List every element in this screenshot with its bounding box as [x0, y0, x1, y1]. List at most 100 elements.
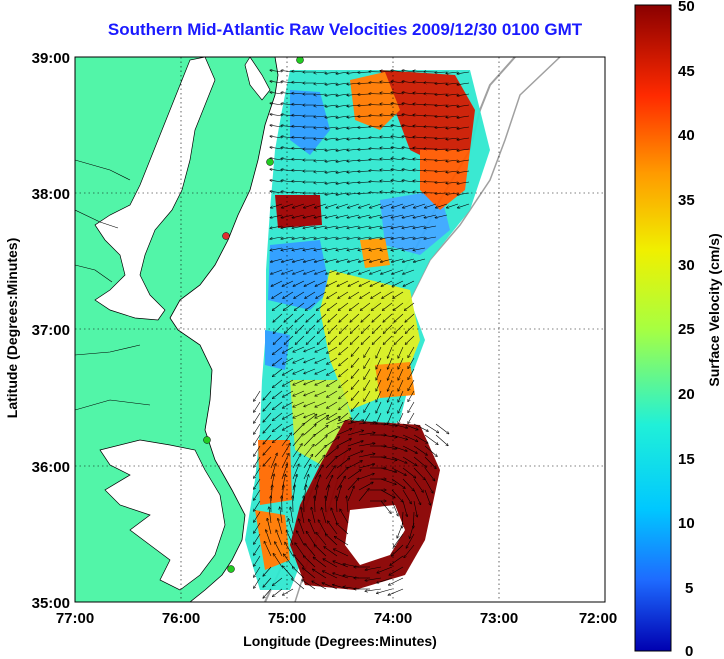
- velocity-vector: [263, 445, 272, 455]
- velocity-vector: [372, 335, 382, 344]
- velocity-vector: [424, 236, 437, 239]
- velocity-vector: [359, 280, 371, 286]
- velocity-vector: [325, 159, 338, 162]
- velocity-vector: [281, 214, 294, 218]
- map-title: Southern Mid-Atlantic Raw Velocities 200…: [107, 20, 583, 39]
- velocity-vector: [370, 269, 382, 274]
- velocity-vector: [305, 544, 316, 557]
- velocity-vector: [336, 82, 349, 85]
- velocity-vector: [273, 379, 283, 388]
- velocity-vector: [446, 94, 459, 95]
- velocity-vector: [273, 434, 283, 443]
- velocity-vector: [306, 335, 316, 344]
- velocity-vector: [292, 82, 305, 83]
- velocity-vector: [270, 158, 283, 161]
- velocity-vector: [254, 401, 261, 412]
- velocity-vector: [283, 588, 294, 595]
- velocity-vector: [325, 137, 338, 140]
- velocity-vector: [403, 203, 415, 208]
- station-marker: [222, 232, 230, 240]
- velocity-vectors: [254, 70, 470, 598]
- velocity-vector: [446, 105, 459, 106]
- velocity-vector: [424, 456, 436, 469]
- velocity-vector: [314, 415, 329, 425]
- station-marker: [227, 565, 235, 573]
- y-tick-label: 39:00: [32, 50, 70, 67]
- velocity-vector: [315, 368, 327, 374]
- velocity-vector: [347, 247, 360, 250]
- velocity-vector: [327, 401, 338, 408]
- velocity-vector: [377, 588, 393, 593]
- velocity-vector: [347, 461, 362, 469]
- velocity-vector: [392, 203, 404, 208]
- velocity-vector: [314, 247, 327, 250]
- velocity-vector: [391, 214, 404, 218]
- velocity-vector: [314, 426, 328, 436]
- velocity-vector: [314, 72, 327, 73]
- velocity-vector: [335, 537, 349, 546]
- velocity-vector: [271, 280, 283, 286]
- velocity-vector: [380, 467, 397, 472]
- velocity-vector: [294, 291, 305, 298]
- velocity-vector: [402, 169, 415, 172]
- velocity-vector: [446, 193, 459, 194]
- colorbar-tick-label: 30: [678, 257, 695, 274]
- velocity-vector: [314, 236, 327, 239]
- velocity-vector: [337, 280, 349, 286]
- velocity-vector: [391, 103, 404, 106]
- velocity-vector: [347, 182, 360, 183]
- colorbar-tick-label: 40: [678, 127, 695, 144]
- velocity-vector: [364, 346, 371, 357]
- velocity-vector: [270, 453, 277, 469]
- velocity-vector: [270, 147, 283, 150]
- velocity-vector: [391, 136, 404, 139]
- velocity-vector: [315, 379, 327, 385]
- velocity-vector: [315, 280, 327, 286]
- velocity-vector: [336, 126, 349, 129]
- velocity-vector: [292, 444, 302, 458]
- velocity-vector: [388, 357, 393, 369]
- velocity-vector: [371, 291, 382, 298]
- velocity-vector: [316, 291, 327, 298]
- velocity-vector: [413, 126, 426, 127]
- velocity-vector: [270, 125, 283, 128]
- velocity-vector: [313, 557, 327, 568]
- velocity-vector: [312, 581, 327, 590]
- velocity-vector: [413, 159, 426, 160]
- velocity-vector: [388, 379, 393, 391]
- velocity-vector: [273, 588, 283, 597]
- velocity-vector: [325, 148, 338, 151]
- velocity-vector: [273, 346, 283, 355]
- velocity-vector: [292, 137, 305, 138]
- velocity-vector: [292, 258, 305, 262]
- velocity-vector: [325, 236, 338, 239]
- velocity-vector: [317, 302, 327, 310]
- velocity-vector: [369, 258, 382, 262]
- velocity-vector: [380, 225, 393, 228]
- velocity-vector: [347, 478, 359, 491]
- velocity-vector: [292, 159, 305, 160]
- velocity-vector: [388, 401, 393, 413]
- velocity-vector: [398, 390, 404, 402]
- velocity-vector: [254, 577, 261, 588]
- velocity-vector: [358, 464, 375, 469]
- velocity-vector: [347, 420, 364, 425]
- velocity-vector: [358, 489, 369, 502]
- velocity-vector: [271, 203, 283, 208]
- velocity-vector: [328, 335, 338, 344]
- velocity-vector: [402, 92, 415, 95]
- velocity-vector: [270, 191, 283, 194]
- velocity-vector: [360, 291, 371, 298]
- velocity-vector: [376, 379, 382, 391]
- velocity-vector: [292, 71, 305, 72]
- velocity-vector: [295, 302, 305, 310]
- velocity-vector: [380, 456, 397, 460]
- velocity-vector: [391, 81, 404, 84]
- velocity-vector: [370, 203, 382, 208]
- velocity-vector: [380, 159, 393, 160]
- velocity-vector: [402, 258, 415, 262]
- velocity-vector: [347, 486, 354, 502]
- velocity-vector: [325, 475, 333, 491]
- velocity-vector: [299, 519, 305, 535]
- x-axis: 77:00 76:00 75:00 74:00 73:00 72:00: [56, 610, 617, 627]
